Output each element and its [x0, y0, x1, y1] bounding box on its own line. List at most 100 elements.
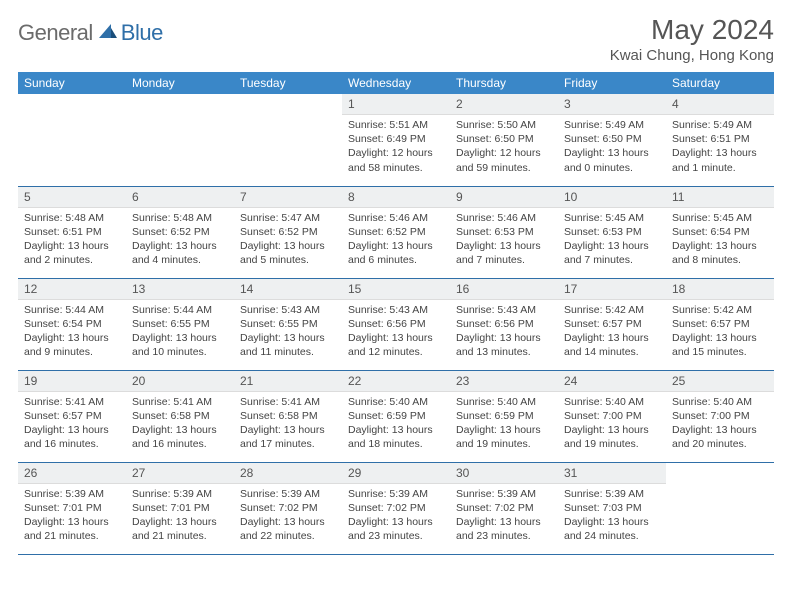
sunrise-text: Sunrise: 5:40 AM	[672, 395, 768, 409]
daylight-text: Daylight: 13 hours and 1 minute.	[672, 146, 768, 174]
sunrise-text: Sunrise: 5:39 AM	[24, 487, 120, 501]
day-number: 3	[558, 94, 666, 115]
weekday-header: Tuesday	[234, 72, 342, 94]
sunrise-text: Sunrise: 5:44 AM	[24, 303, 120, 317]
calendar-day-cell: 6Sunrise: 5:48 AMSunset: 6:52 PMDaylight…	[126, 186, 234, 278]
day-details: Sunrise: 5:50 AMSunset: 6:50 PMDaylight:…	[450, 115, 558, 179]
sunrise-text: Sunrise: 5:39 AM	[456, 487, 552, 501]
day-details: Sunrise: 5:39 AMSunset: 7:02 PMDaylight:…	[450, 484, 558, 548]
sunrise-text: Sunrise: 5:49 AM	[564, 118, 660, 132]
calendar-day-cell: 17Sunrise: 5:42 AMSunset: 6:57 PMDayligh…	[558, 278, 666, 370]
weekday-header: Friday	[558, 72, 666, 94]
sunset-text: Sunset: 6:57 PM	[564, 317, 660, 331]
calendar-day-cell: 1Sunrise: 5:51 AMSunset: 6:49 PMDaylight…	[342, 94, 450, 186]
sunset-text: Sunset: 6:55 PM	[240, 317, 336, 331]
daylight-text: Daylight: 13 hours and 14 minutes.	[564, 331, 660, 359]
day-details: Sunrise: 5:49 AMSunset: 6:50 PMDaylight:…	[558, 115, 666, 179]
logo-text-general: General	[18, 20, 93, 46]
daylight-text: Daylight: 13 hours and 7 minutes.	[456, 239, 552, 267]
day-details: Sunrise: 5:39 AMSunset: 7:01 PMDaylight:…	[18, 484, 126, 548]
daylight-text: Daylight: 13 hours and 19 minutes.	[456, 423, 552, 451]
calendar-day-cell: 28Sunrise: 5:39 AMSunset: 7:02 PMDayligh…	[234, 462, 342, 554]
day-number: 1	[342, 94, 450, 115]
day-details: Sunrise: 5:39 AMSunset: 7:02 PMDaylight:…	[234, 484, 342, 548]
day-number: 2	[450, 94, 558, 115]
weekday-header: Sunday	[18, 72, 126, 94]
daylight-text: Daylight: 13 hours and 7 minutes.	[564, 239, 660, 267]
calendar-day-cell: 26Sunrise: 5:39 AMSunset: 7:01 PMDayligh…	[18, 462, 126, 554]
sunset-text: Sunset: 6:57 PM	[672, 317, 768, 331]
calendar-week-row: 5Sunrise: 5:48 AMSunset: 6:51 PMDaylight…	[18, 186, 774, 278]
day-details: Sunrise: 5:49 AMSunset: 6:51 PMDaylight:…	[666, 115, 774, 179]
daylight-text: Daylight: 13 hours and 8 minutes.	[672, 239, 768, 267]
sunrise-text: Sunrise: 5:40 AM	[456, 395, 552, 409]
day-details: Sunrise: 5:45 AMSunset: 6:53 PMDaylight:…	[558, 208, 666, 272]
sunrise-text: Sunrise: 5:40 AM	[348, 395, 444, 409]
day-details: Sunrise: 5:39 AMSunset: 7:01 PMDaylight:…	[126, 484, 234, 548]
sunrise-text: Sunrise: 5:46 AM	[348, 211, 444, 225]
calendar-day-cell: 20Sunrise: 5:41 AMSunset: 6:58 PMDayligh…	[126, 370, 234, 462]
calendar-day-cell: 23Sunrise: 5:40 AMSunset: 6:59 PMDayligh…	[450, 370, 558, 462]
day-details: Sunrise: 5:43 AMSunset: 6:56 PMDaylight:…	[342, 300, 450, 364]
calendar-day-cell	[18, 94, 126, 186]
day-number: 12	[18, 279, 126, 300]
logo: General Blue	[18, 20, 163, 46]
daylight-text: Daylight: 13 hours and 22 minutes.	[240, 515, 336, 543]
day-details: Sunrise: 5:41 AMSunset: 6:58 PMDaylight:…	[234, 392, 342, 456]
day-number: 7	[234, 187, 342, 208]
sunset-text: Sunset: 7:01 PM	[24, 501, 120, 515]
calendar-day-cell: 24Sunrise: 5:40 AMSunset: 7:00 PMDayligh…	[558, 370, 666, 462]
day-number: 21	[234, 371, 342, 392]
sunset-text: Sunset: 6:50 PM	[564, 132, 660, 146]
day-details: Sunrise: 5:44 AMSunset: 6:55 PMDaylight:…	[126, 300, 234, 364]
calendar-day-cell: 8Sunrise: 5:46 AMSunset: 6:52 PMDaylight…	[342, 186, 450, 278]
daylight-text: Daylight: 13 hours and 0 minutes.	[564, 146, 660, 174]
sunrise-text: Sunrise: 5:48 AM	[132, 211, 228, 225]
location: Kwai Chung, Hong Kong	[610, 47, 774, 64]
daylight-text: Daylight: 13 hours and 16 minutes.	[24, 423, 120, 451]
day-number: 9	[450, 187, 558, 208]
sunrise-text: Sunrise: 5:45 AM	[564, 211, 660, 225]
sunrise-text: Sunrise: 5:39 AM	[564, 487, 660, 501]
day-number: 10	[558, 187, 666, 208]
sunset-text: Sunset: 6:51 PM	[24, 225, 120, 239]
calendar-table: Sunday Monday Tuesday Wednesday Thursday…	[18, 72, 774, 555]
day-number: 24	[558, 371, 666, 392]
calendar-week-row: 12Sunrise: 5:44 AMSunset: 6:54 PMDayligh…	[18, 278, 774, 370]
day-details: Sunrise: 5:46 AMSunset: 6:53 PMDaylight:…	[450, 208, 558, 272]
title-block: May 2024 Kwai Chung, Hong Kong	[610, 14, 774, 64]
sunset-text: Sunset: 7:01 PM	[132, 501, 228, 515]
month-title: May 2024	[610, 14, 774, 46]
day-details: Sunrise: 5:43 AMSunset: 6:55 PMDaylight:…	[234, 300, 342, 364]
day-number: 29	[342, 463, 450, 484]
day-number: 22	[342, 371, 450, 392]
calendar-day-cell: 3Sunrise: 5:49 AMSunset: 6:50 PMDaylight…	[558, 94, 666, 186]
calendar-week-row: 19Sunrise: 5:41 AMSunset: 6:57 PMDayligh…	[18, 370, 774, 462]
sunset-text: Sunset: 7:00 PM	[564, 409, 660, 423]
sunset-text: Sunset: 6:55 PM	[132, 317, 228, 331]
calendar-week-row: 26Sunrise: 5:39 AMSunset: 7:01 PMDayligh…	[18, 462, 774, 554]
daylight-text: Daylight: 13 hours and 6 minutes.	[348, 239, 444, 267]
day-number: 6	[126, 187, 234, 208]
day-details: Sunrise: 5:39 AMSunset: 7:03 PMDaylight:…	[558, 484, 666, 548]
day-details: Sunrise: 5:42 AMSunset: 6:57 PMDaylight:…	[558, 300, 666, 364]
sunset-text: Sunset: 6:51 PM	[672, 132, 768, 146]
weekday-header-row: Sunday Monday Tuesday Wednesday Thursday…	[18, 72, 774, 94]
calendar-day-cell	[126, 94, 234, 186]
daylight-text: Daylight: 13 hours and 5 minutes.	[240, 239, 336, 267]
day-number: 30	[450, 463, 558, 484]
day-number: 28	[234, 463, 342, 484]
day-details: Sunrise: 5:48 AMSunset: 6:51 PMDaylight:…	[18, 208, 126, 272]
day-details: Sunrise: 5:46 AMSunset: 6:52 PMDaylight:…	[342, 208, 450, 272]
day-number: 13	[126, 279, 234, 300]
day-details: Sunrise: 5:42 AMSunset: 6:57 PMDaylight:…	[666, 300, 774, 364]
calendar-day-cell: 18Sunrise: 5:42 AMSunset: 6:57 PMDayligh…	[666, 278, 774, 370]
daylight-text: Daylight: 13 hours and 13 minutes.	[456, 331, 552, 359]
daylight-text: Daylight: 13 hours and 18 minutes.	[348, 423, 444, 451]
day-details: Sunrise: 5:41 AMSunset: 6:58 PMDaylight:…	[126, 392, 234, 456]
sunrise-text: Sunrise: 5:49 AM	[672, 118, 768, 132]
calendar-week-row: 1Sunrise: 5:51 AMSunset: 6:49 PMDaylight…	[18, 94, 774, 186]
sunrise-text: Sunrise: 5:45 AM	[672, 211, 768, 225]
daylight-text: Daylight: 13 hours and 10 minutes.	[132, 331, 228, 359]
sunset-text: Sunset: 7:02 PM	[348, 501, 444, 515]
